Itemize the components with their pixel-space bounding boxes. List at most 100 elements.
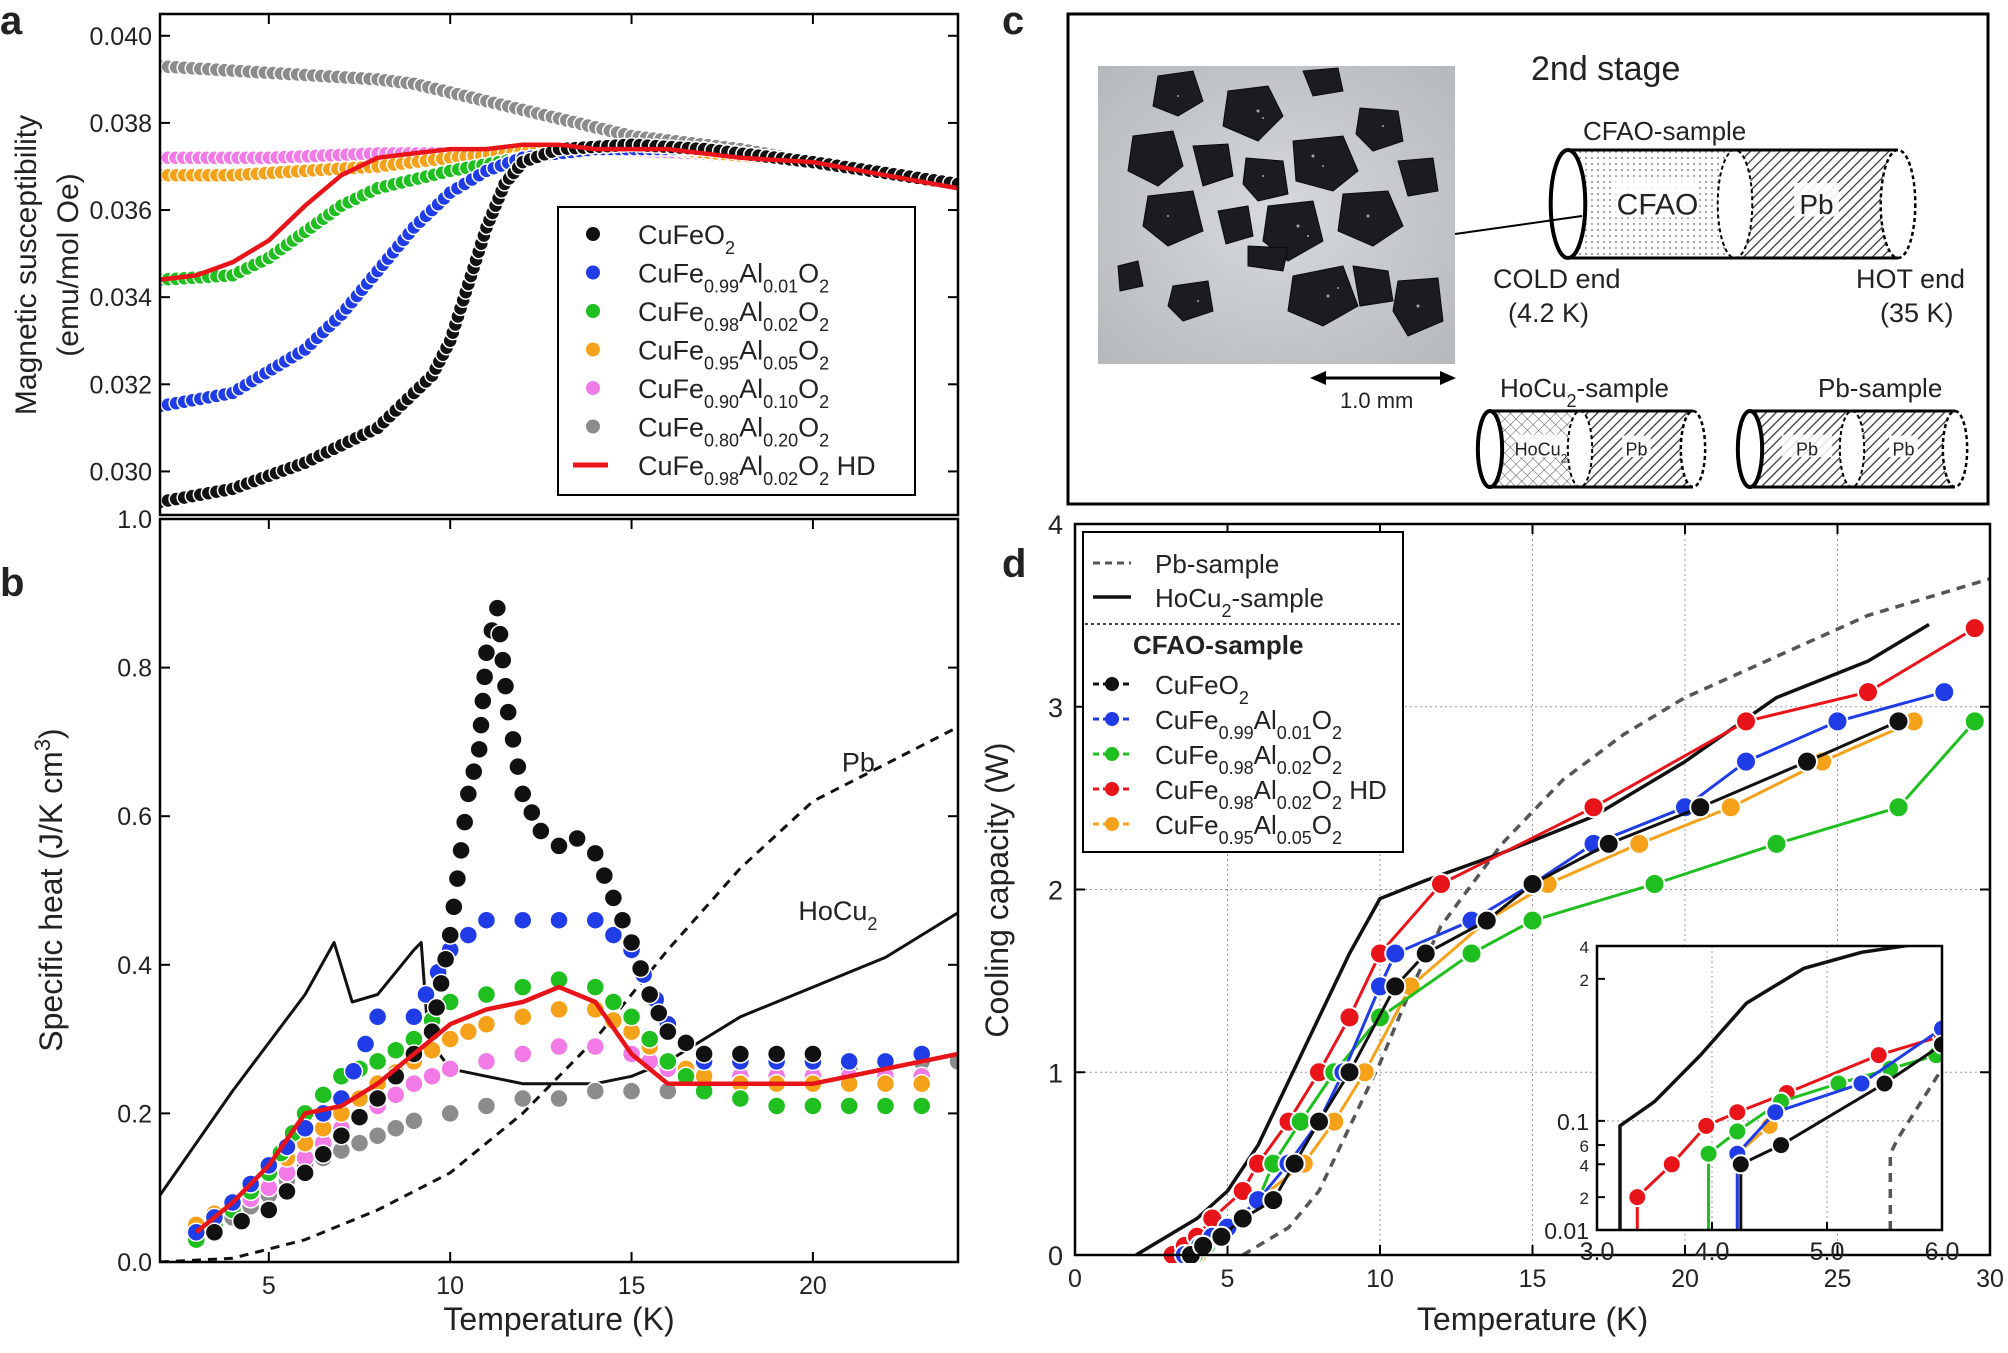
data-point xyxy=(1689,796,1712,819)
x-tick-label: 0 xyxy=(1068,1265,1082,1293)
data-point xyxy=(911,1073,932,1094)
data-point xyxy=(498,702,518,722)
data-point xyxy=(1338,1061,1361,1084)
data-point xyxy=(476,910,497,930)
legend-box xyxy=(1082,531,1404,853)
data-point xyxy=(639,984,660,1005)
x-tick-label: 10 xyxy=(1366,1265,1394,1293)
y-tick-label: 0.032 xyxy=(89,371,152,399)
y-axis-label: Specific heat (J/K cm3) xyxy=(30,728,70,1051)
hocu2-sample-title: HoCu2-sample xyxy=(1500,373,1669,411)
data-point xyxy=(454,812,475,832)
data-point xyxy=(549,1036,569,1057)
y-tick-label: 0.030 xyxy=(89,458,152,486)
legend-label: CuFe0.90Al0.10O2 xyxy=(638,374,829,412)
data-point xyxy=(331,1125,352,1146)
sample-photo xyxy=(1098,66,1455,364)
series-dashed-line xyxy=(160,725,958,1262)
data-point xyxy=(493,650,513,670)
y-axis-label: Cooling capacity (W) xyxy=(979,742,1015,1037)
data-point xyxy=(404,1111,424,1131)
plot-frame xyxy=(158,12,960,517)
data-point xyxy=(1384,975,1407,998)
y-tick-label: 4 xyxy=(1580,938,1589,957)
legend-label: CuFeO2 xyxy=(1155,670,1249,708)
data-point xyxy=(416,984,436,1005)
cylinder-label: Pb xyxy=(1796,439,1818,459)
data-point xyxy=(1735,710,1757,733)
x-tick-label: 10 xyxy=(436,1272,464,1300)
data-point xyxy=(1765,832,1788,855)
y-tick-label: 0.038 xyxy=(89,110,152,138)
y-tick-label: 0 xyxy=(1048,1241,1063,1271)
data-point xyxy=(1283,1152,1306,1175)
data-point xyxy=(476,642,497,663)
data-point xyxy=(386,1118,406,1139)
panel-letter-d: d xyxy=(1002,542,1026,586)
data-point xyxy=(508,756,528,777)
data-point xyxy=(585,910,606,930)
data-point xyxy=(1643,873,1666,896)
x-tick-label: 5 xyxy=(262,1272,276,1300)
y-tick-label: 2 xyxy=(1580,971,1589,990)
y-tick-label: 2 xyxy=(1580,1189,1589,1208)
data-point xyxy=(447,868,468,889)
data-point xyxy=(1796,750,1818,773)
legend-dot xyxy=(1105,817,1119,831)
data-point xyxy=(231,1211,252,1231)
data-point xyxy=(1231,1207,1254,1230)
legend-dot xyxy=(586,342,600,357)
data-point xyxy=(1826,710,1849,733)
chart-a: 0.030 0.032 0.034 0.036 0.038 0.040 Magnetic s… xyxy=(10,12,960,517)
data-point xyxy=(204,1222,225,1243)
y-tick-label: 0.1 xyxy=(1557,1109,1589,1135)
plot-area-d xyxy=(1135,577,1990,1263)
data-point xyxy=(603,888,624,908)
leader-line xyxy=(1454,215,1583,235)
chart-b: 0.0 0.2 0.4 0.6 0.8 1.0 5 10 15 20 Temperature (K)… xyxy=(30,506,960,1337)
data-point xyxy=(694,1044,714,1064)
data-point xyxy=(875,1073,896,1094)
legend-group-title: CFAO-sample xyxy=(1133,630,1304,660)
data-point xyxy=(1430,873,1452,896)
data-point xyxy=(386,1040,406,1060)
data-point xyxy=(1338,1006,1361,1029)
data-point xyxy=(469,739,489,760)
stage-title: 2nd stage xyxy=(1531,50,1680,88)
data-point xyxy=(1857,681,1879,704)
data-point xyxy=(1384,942,1407,965)
plot-area-b xyxy=(160,598,958,1262)
series-line xyxy=(1618,946,1917,1230)
data-point xyxy=(404,1007,424,1027)
data-point xyxy=(476,1051,497,1072)
data-point xyxy=(476,1096,497,1116)
legend-dot xyxy=(586,419,600,434)
y-tick-label: 0.036 xyxy=(89,197,152,225)
data-point xyxy=(349,1133,370,1153)
y-tick-label: 0.6 xyxy=(117,803,152,831)
cold-end-temp: (4.2 K) xyxy=(1508,298,1589,328)
data-point xyxy=(603,992,624,1012)
data-point xyxy=(367,1125,388,1146)
x-tick-label: 5 xyxy=(1221,1265,1235,1293)
data-point xyxy=(1262,1189,1285,1212)
y-tick-label: 4 xyxy=(1048,510,1063,540)
data-point xyxy=(1730,1154,1751,1175)
x-tick-label: 4.0 xyxy=(1695,1238,1730,1266)
data-point xyxy=(911,1096,932,1116)
cylinder-label: CFAO xyxy=(1617,189,1699,222)
legend-dot xyxy=(1105,782,1119,796)
y-tick-label: 4 xyxy=(1580,1156,1589,1175)
data-point xyxy=(1582,796,1605,819)
y-tick-label: 0.2 xyxy=(117,1100,152,1128)
legend-dot xyxy=(586,265,600,280)
data-point xyxy=(612,910,633,930)
data-point xyxy=(512,1044,533,1064)
scale-bar-arrow xyxy=(1310,371,1326,385)
data-point xyxy=(730,1044,751,1064)
data-point xyxy=(487,598,508,618)
data-point xyxy=(621,1081,642,1101)
y-tick-label: 0.0 xyxy=(117,1249,152,1277)
legend-label: CuFe0.95Al0.05O2 xyxy=(638,336,829,374)
x-tick-label: 20 xyxy=(799,1272,827,1300)
